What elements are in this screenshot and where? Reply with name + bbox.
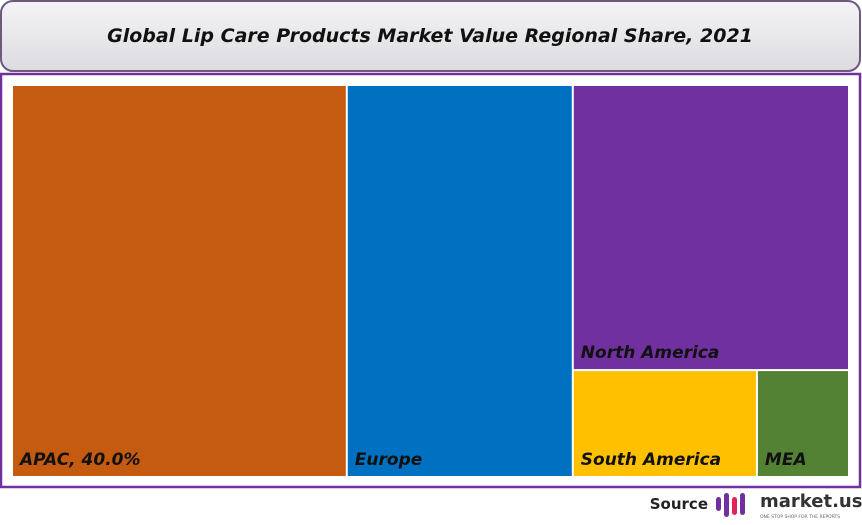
logo-bar — [732, 497, 737, 515]
logo-bar — [740, 493, 745, 515]
treemap-cell — [573, 371, 756, 476]
cell-label: South America — [581, 450, 721, 470]
treemap: APAC, 40.0% Europe North America South Amer… — [13, 86, 848, 476]
source-label: Source — [650, 495, 708, 513]
treemap-cell — [347, 86, 572, 476]
logo-bar — [716, 497, 721, 511]
brand-tagline: ONE STOP SHOP FOR THE REPORTS — [760, 514, 840, 520]
cell-label: Europe — [355, 450, 422, 470]
cell-label: North America — [581, 343, 720, 363]
chart-title: Global Lip Care Products Market Value Re… — [107, 25, 753, 47]
cell-label: APAC, 40.0% — [18, 450, 141, 470]
treemap-cell — [13, 86, 346, 476]
treemap-cell — [573, 86, 848, 370]
brand-logo — [716, 493, 745, 517]
brand-name: market.us — [760, 491, 862, 512]
logo-bar — [724, 493, 729, 517]
treemap-cell — [757, 371, 848, 476]
cell-label: MEA — [765, 450, 807, 470]
header-box — [0, 0, 861, 72]
